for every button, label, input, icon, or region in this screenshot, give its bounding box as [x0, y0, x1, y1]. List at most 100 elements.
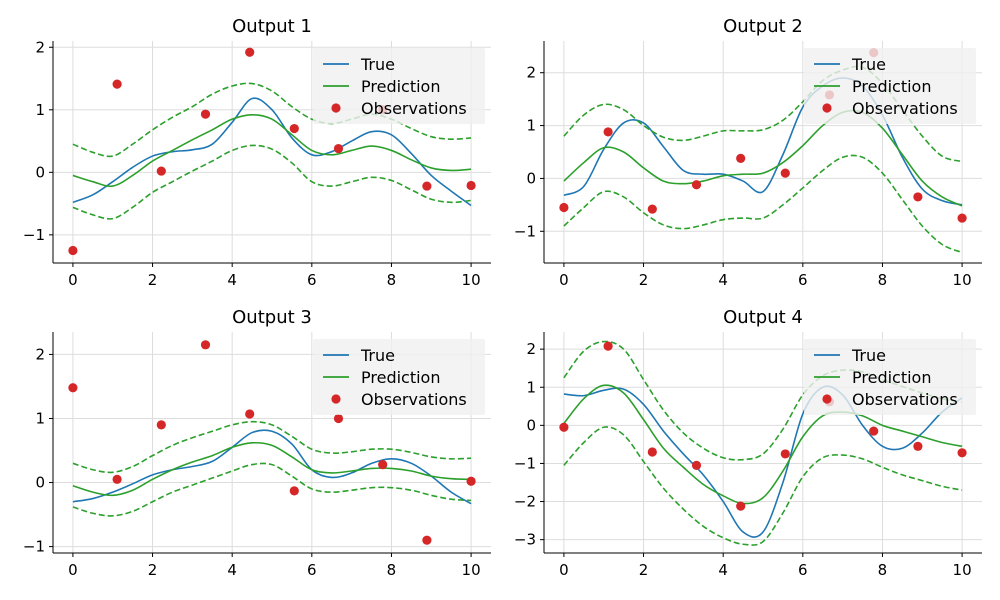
- observation-point: [200, 340, 211, 350]
- observation-point: [691, 180, 702, 190]
- legend-label: True: [851, 55, 886, 74]
- observation-point: [289, 486, 299, 496]
- legend-label: Prediction: [852, 77, 931, 96]
- chart-title: Output 2: [723, 16, 803, 37]
- y-tick-label: 2: [35, 345, 45, 363]
- legend-label: True: [360, 346, 395, 365]
- legend-box: [804, 48, 976, 124]
- observation-point: [68, 383, 78, 393]
- observation-point: [603, 341, 613, 351]
- plot-area: [68, 340, 476, 545]
- legend: True Prediction Observations: [313, 48, 485, 124]
- x-tick-label: 8: [387, 561, 397, 579]
- chart-panel-2: 0 2 4 6 8 10 −1 0 1 2 Output 2 True Prediction Observ…: [514, 16, 982, 289]
- confidence-bound-line: [72, 420, 472, 474]
- x-tick-label: 2: [148, 271, 158, 289]
- chart-title: Output 1: [232, 16, 312, 37]
- legend-box: [804, 339, 976, 415]
- legend-label: Prediction: [852, 368, 931, 387]
- x-tick-label: 4: [718, 561, 728, 579]
- observation-point: [422, 181, 432, 191]
- observation-point: [68, 245, 78, 256]
- observation-point: [245, 409, 255, 419]
- legend-label: Observations: [852, 99, 958, 118]
- confidence-bound-line: [563, 154, 963, 254]
- legend-swatch: [822, 103, 832, 113]
- y-tick-label: 0: [526, 169, 536, 187]
- prediction-line: [72, 113, 472, 188]
- observation-point: [156, 420, 166, 430]
- x-tick-label: 4: [718, 271, 728, 289]
- observation-point: [957, 213, 967, 223]
- observation-point: [378, 460, 388, 470]
- x-tick-label: 4: [227, 271, 237, 289]
- legend-label: Prediction: [361, 77, 440, 96]
- x-tick-label: 8: [387, 271, 397, 289]
- chart-panel-1: 0 2 4 6 8 10 −1 0 1 2 Output 1 True Prediction Observ…: [23, 16, 491, 289]
- x-tick-label: 6: [798, 271, 808, 289]
- legend-swatch: [822, 394, 832, 404]
- grid: [544, 41, 982, 263]
- observation-point: [913, 192, 923, 202]
- observation-point: [245, 47, 255, 57]
- legend: True Prediction Observations: [313, 339, 485, 415]
- observation-point: [913, 441, 923, 451]
- observation-point: [869, 426, 879, 436]
- legend: True Prediction Observations: [804, 48, 976, 124]
- observation-point: [422, 535, 432, 545]
- chart-title: Output 4: [723, 307, 803, 328]
- prediction-line: [563, 384, 963, 505]
- y-tick-label: 0: [35, 474, 45, 492]
- y-tick-label: −1: [23, 538, 45, 556]
- y-tick-label: −1: [514, 222, 536, 240]
- observation-point: [466, 476, 476, 486]
- y-tick-label: 0: [526, 416, 536, 434]
- x-tick-label: 2: [639, 271, 649, 289]
- y-tick-label: 1: [35, 409, 45, 427]
- observation-point: [957, 448, 967, 458]
- y-tick-label: 0: [35, 163, 45, 181]
- y-tick-label: 1: [526, 117, 536, 135]
- true-line: [563, 385, 963, 538]
- confidence-bound-line: [72, 82, 472, 158]
- confidence-bound-line: [563, 426, 963, 546]
- observation-point: [112, 79, 122, 89]
- x-tick-label: 2: [148, 561, 158, 579]
- observation-point: [736, 501, 746, 511]
- true-line: [72, 429, 472, 505]
- observation-point: [333, 413, 344, 424]
- x-tick-label: 10: [953, 271, 972, 289]
- observation-point: [780, 168, 790, 178]
- y-tick-label: −1: [23, 226, 45, 244]
- x-tick-label: 6: [307, 561, 317, 579]
- observation-point: [559, 422, 569, 432]
- x-tick-label: 0: [68, 271, 78, 289]
- legend: True Prediction Observations: [804, 339, 976, 415]
- y-tick-label: 1: [35, 101, 45, 119]
- observation-point: [559, 202, 569, 213]
- x-tick-label: 6: [798, 561, 808, 579]
- observation-point: [647, 447, 657, 457]
- chart-panel-3: 0 2 4 6 8 10 −1 0 1 2 Output 3 True Prediction Observ…: [23, 307, 491, 579]
- y-tick-label: −1: [514, 454, 536, 472]
- confidence-bound-line: [72, 462, 472, 517]
- observation-point: [289, 123, 299, 134]
- x-tick-label: 10: [462, 561, 481, 579]
- legend-label: Observations: [361, 390, 467, 409]
- x-tick-label: 0: [68, 561, 78, 579]
- prediction-line: [72, 441, 472, 497]
- observation-point: [691, 460, 702, 470]
- observation-point: [603, 127, 613, 137]
- observation-point: [466, 180, 476, 191]
- plot-area: [68, 47, 476, 256]
- x-tick-label: 4: [227, 561, 237, 579]
- legend-swatch: [331, 103, 341, 113]
- y-tick-label: 1: [526, 378, 536, 396]
- x-tick-label: 6: [307, 271, 317, 289]
- legend-label: True: [851, 346, 886, 365]
- prediction-line: [563, 109, 963, 207]
- x-tick-label: 0: [559, 271, 569, 289]
- y-tick-label: −2: [514, 493, 536, 511]
- y-tick-label: 2: [526, 340, 536, 358]
- x-tick-label: 10: [953, 561, 972, 579]
